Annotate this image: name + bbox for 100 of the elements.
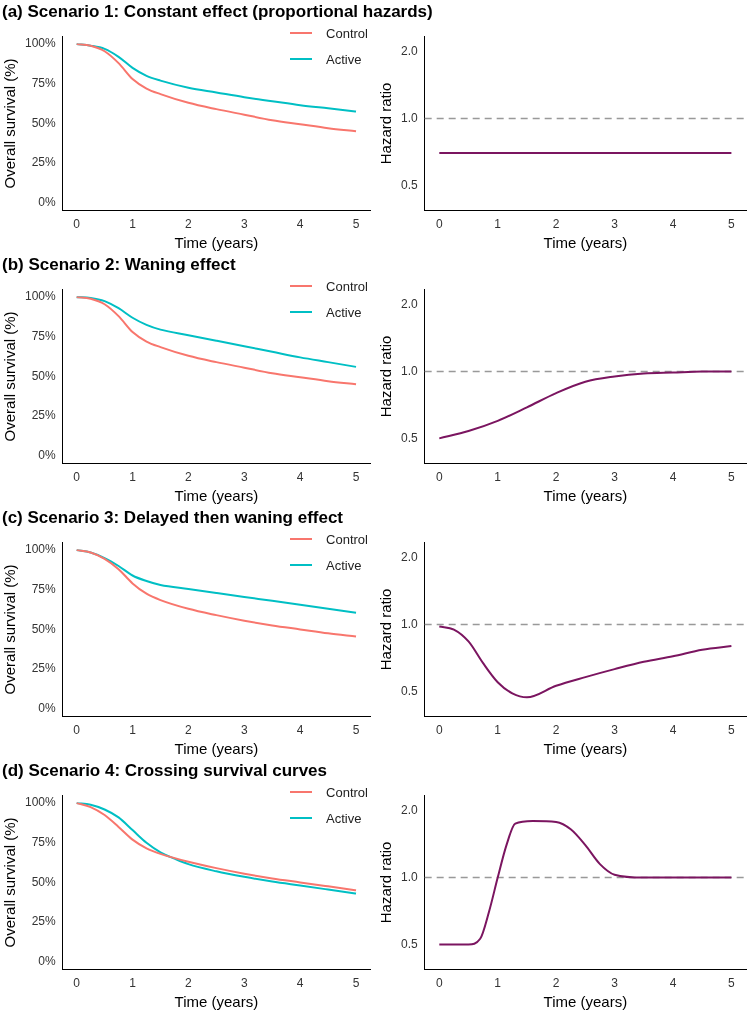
x-tick-label: 1 xyxy=(494,723,502,738)
x-tick-label: 3 xyxy=(240,470,248,485)
x-tick-label: 3 xyxy=(240,976,248,991)
chart-title: (c) Scenario 3: Delayed then waning effect xyxy=(2,508,344,528)
x-tick-label: 5 xyxy=(352,470,360,485)
chart-title: (a) Scenario 1: Constant effect (proportional hazards) xyxy=(2,2,433,22)
x-tick-label: 5 xyxy=(728,217,736,232)
y-tick-label: 2.0 xyxy=(400,803,418,818)
y-axis-title: Overall survival (%) xyxy=(1,817,19,948)
x-tick-label: 3 xyxy=(240,217,248,232)
y-tick-label: 50% xyxy=(31,115,57,130)
x-axis-title: Time (years) xyxy=(543,740,628,758)
x-tick-label: 5 xyxy=(728,976,736,991)
x-tick-label: 4 xyxy=(669,217,677,232)
legend-label: Control xyxy=(326,531,368,547)
y-tick-label: 2.0 xyxy=(400,297,418,312)
x-tick-label: 3 xyxy=(240,723,248,738)
x-axis-title: Time (years) xyxy=(543,487,628,505)
y-tick-label: 75% xyxy=(31,582,57,597)
x-tick-label: 0 xyxy=(73,723,81,738)
y-tick-label: 100% xyxy=(24,36,57,51)
x-axis-title: Time (years) xyxy=(174,487,259,505)
y-axis-title: Overall survival (%) xyxy=(1,311,19,442)
y-tick-label: 0% xyxy=(38,700,57,715)
x-axis-title: Time (years) xyxy=(174,234,259,252)
legend-label: Active xyxy=(326,557,362,573)
y-axis-title: Hazard ratio xyxy=(377,841,395,924)
x-tick-label: 0 xyxy=(73,217,81,232)
x-tick-label: 0 xyxy=(73,976,81,991)
x-tick-label: 1 xyxy=(129,217,137,232)
x-tick-label: 4 xyxy=(296,723,304,738)
legend-label: Control xyxy=(326,784,368,800)
y-tick-label: 75% xyxy=(31,329,57,344)
legend-label: Active xyxy=(326,810,362,826)
x-tick-label: 3 xyxy=(611,470,619,485)
x-tick-label: 1 xyxy=(129,976,137,991)
y-axis-title: Overall survival (%) xyxy=(1,58,19,189)
x-tick-label: 0 xyxy=(435,976,443,991)
x-tick-label: 2 xyxy=(185,976,193,991)
y-tick-label: 0.5 xyxy=(400,936,418,951)
y-tick-label: 25% xyxy=(31,155,57,170)
y-tick-label: 100% xyxy=(24,795,57,810)
x-tick-label: 5 xyxy=(352,217,360,232)
y-tick-label: 100% xyxy=(24,289,57,304)
x-tick-label: 2 xyxy=(185,723,193,738)
x-axis-title: Time (years) xyxy=(543,993,628,1011)
legend-label: Active xyxy=(326,304,362,320)
x-tick-label: 4 xyxy=(296,470,304,485)
x-tick-label: 2 xyxy=(185,217,193,232)
y-tick-label: 50% xyxy=(31,368,57,383)
chart-title: (d) Scenario 4: Crossing survival curves xyxy=(2,761,328,781)
y-tick-label: 2.0 xyxy=(400,44,418,59)
x-tick-label: 0 xyxy=(435,723,443,738)
y-tick-label: 50% xyxy=(31,621,57,636)
x-tick-label: 4 xyxy=(296,217,304,232)
y-tick-label: 1.0 xyxy=(400,110,418,125)
y-tick-label: 1.0 xyxy=(400,363,418,378)
y-tick-label: 0% xyxy=(38,447,57,462)
y-axis-title: Hazard ratio xyxy=(377,335,395,418)
y-tick-label: 0.5 xyxy=(400,430,418,445)
y-tick-label: 25% xyxy=(31,408,57,423)
x-tick-label: 5 xyxy=(728,470,736,485)
legend-label: Control xyxy=(326,25,368,41)
x-tick-label: 1 xyxy=(129,470,137,485)
x-tick-label: 2 xyxy=(552,976,560,991)
y-tick-label: 25% xyxy=(31,661,57,676)
y-tick-label: 75% xyxy=(31,835,57,850)
x-tick-label: 1 xyxy=(129,723,137,738)
y-tick-label: 50% xyxy=(31,874,57,889)
chart-title: (b) Scenario 2: Waning effect xyxy=(2,255,236,275)
x-tick-label: 3 xyxy=(611,976,619,991)
y-axis-title: Overall survival (%) xyxy=(1,564,19,695)
y-tick-label: 100% xyxy=(24,542,57,557)
legend-label: Active xyxy=(326,51,362,67)
x-tick-label: 4 xyxy=(669,470,677,485)
x-tick-label: 1 xyxy=(494,217,502,232)
y-tick-label: 25% xyxy=(31,914,57,929)
y-tick-label: 2.0 xyxy=(400,550,418,565)
x-tick-label: 3 xyxy=(611,217,619,232)
x-tick-label: 1 xyxy=(494,470,502,485)
x-axis-title: Time (years) xyxy=(543,234,628,252)
x-tick-label: 4 xyxy=(669,723,677,738)
x-tick-label: 5 xyxy=(352,723,360,738)
y-tick-label: 1.0 xyxy=(400,869,418,884)
y-axis-title: Hazard ratio xyxy=(377,82,395,165)
y-tick-label: 0% xyxy=(38,953,57,968)
x-axis-title: Time (years) xyxy=(174,740,259,758)
legend-label: Control xyxy=(326,278,368,294)
line-series xyxy=(438,370,733,440)
x-axis-title: Time (years) xyxy=(174,993,259,1011)
y-tick-label: 75% xyxy=(31,76,57,91)
line-series xyxy=(438,625,733,699)
x-tick-label: 2 xyxy=(552,723,560,738)
x-tick-label: 5 xyxy=(728,723,736,738)
x-tick-label: 4 xyxy=(296,976,304,991)
x-tick-label: 0 xyxy=(435,470,443,485)
x-tick-label: 2 xyxy=(185,470,193,485)
y-axis-title: Hazard ratio xyxy=(377,588,395,671)
y-tick-label: 0% xyxy=(38,194,57,209)
y-tick-label: 0.5 xyxy=(400,177,418,192)
